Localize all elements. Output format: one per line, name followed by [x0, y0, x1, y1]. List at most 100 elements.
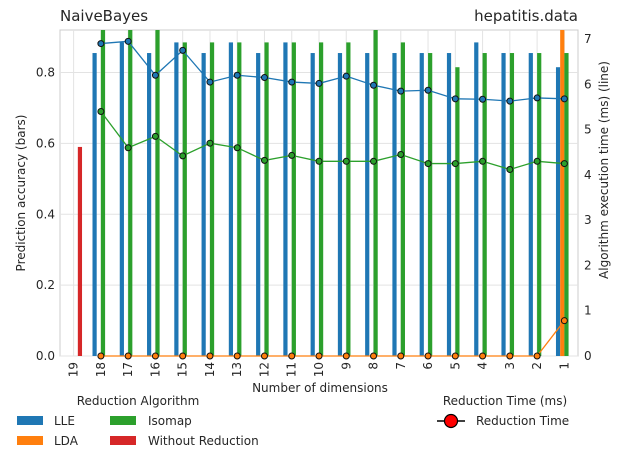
legend-time-marker — [443, 413, 459, 429]
point-lle — [260, 74, 268, 82]
point-lda — [560, 317, 568, 325]
bar-isomap — [155, 30, 160, 356]
x-tick-label: 9 — [339, 362, 353, 370]
point-lle — [151, 71, 159, 79]
legend-reduction-time: Reduction Time (ms) Reduction Time — [437, 394, 569, 429]
y-tick-label-left: 0.2 — [36, 278, 55, 292]
y-tick-label-left: 0.6 — [36, 136, 55, 150]
bar-isomap — [537, 53, 542, 357]
point-lda — [370, 352, 378, 360]
bar-isomap — [373, 30, 378, 356]
point-isomap — [124, 144, 132, 152]
point-lda — [179, 352, 187, 360]
y-tick-label-left: 0.4 — [36, 207, 55, 221]
bar-isomap — [209, 42, 215, 357]
bar-isomap — [128, 30, 133, 356]
bar-lle — [283, 42, 288, 357]
point-lda — [97, 352, 105, 360]
bar-isomap — [182, 42, 187, 357]
point-isomap — [479, 157, 487, 165]
point-lle — [124, 37, 132, 45]
point-lle — [206, 78, 214, 86]
line-lda — [100, 320, 565, 357]
point-lle — [506, 97, 514, 105]
bar-lle — [528, 53, 533, 357]
point-isomap — [315, 157, 323, 165]
bar-lle — [474, 42, 479, 357]
x-tick-label: 11 — [285, 362, 299, 377]
point-isomap — [151, 132, 159, 140]
x-tick-label: 14 — [203, 362, 217, 377]
y-tick-label-right: 1 — [584, 304, 592, 318]
bar-isomap — [509, 53, 515, 357]
y-tick-label-right: 7 — [584, 32, 592, 46]
point-isomap — [560, 160, 568, 168]
bar-lle — [92, 53, 97, 357]
bar-isomap — [428, 53, 433, 357]
point-lle — [233, 71, 241, 79]
point-isomap — [370, 157, 378, 165]
bar-lle — [337, 53, 343, 357]
point-lda — [124, 352, 132, 360]
bar-lle — [501, 53, 506, 357]
point-lle — [97, 40, 105, 48]
point-lda — [315, 352, 323, 360]
point-lda — [206, 352, 214, 360]
point-isomap — [506, 165, 514, 173]
bar-lle — [201, 53, 206, 357]
point-lda — [506, 352, 514, 360]
point-isomap — [288, 151, 296, 159]
x-tick-label: 15 — [176, 362, 190, 377]
bar-lle — [174, 42, 179, 357]
bar-layer — [77, 30, 569, 357]
x-tick-label: 19 — [67, 362, 81, 377]
point-lle — [397, 87, 405, 95]
point-lle — [342, 72, 350, 80]
bar-lle — [419, 53, 424, 357]
point-lle — [451, 95, 459, 103]
legend-label-lda: LDA — [54, 434, 79, 448]
bar-lle — [228, 42, 234, 357]
legend-label-lle: LLE — [54, 414, 75, 428]
point-isomap — [206, 139, 214, 147]
x-tick-label: 16 — [148, 362, 162, 377]
bar-lle — [119, 42, 124, 357]
legend-reduction-algorithm: Reduction Algorithm LLE LDA Isomap Witho… — [17, 394, 259, 448]
legend-swatch-isomap — [110, 416, 136, 425]
x-tick-label: 12 — [257, 362, 271, 377]
point-lle — [179, 46, 187, 54]
x-tick-label: 6 — [421, 362, 435, 370]
point-lle — [533, 94, 541, 102]
point-isomap — [342, 157, 350, 165]
x-tick-label: 17 — [121, 362, 135, 377]
point-lda — [424, 352, 432, 360]
x-tick-label: 13 — [230, 362, 244, 377]
point-isomap — [260, 156, 268, 164]
legend-swatch-lda — [17, 436, 43, 445]
bar-isomap — [564, 53, 569, 357]
chart-title-right: hepatitis.data — [474, 7, 578, 25]
bar-lle — [147, 53, 152, 357]
bar-lle — [256, 53, 261, 357]
x-axis-label: Number of dimensions — [252, 381, 388, 395]
point-lle — [315, 79, 323, 87]
x-tick-label: 8 — [367, 362, 381, 370]
legend-swatch-lle — [17, 416, 43, 425]
point-lda — [342, 352, 350, 360]
point-lle — [288, 78, 296, 86]
x-tick-label: 2 — [530, 362, 544, 370]
point-isomap — [424, 160, 432, 168]
bar-lle — [310, 53, 315, 357]
y-tick-label-right: 3 — [584, 213, 592, 227]
x-tick-label: 10 — [312, 362, 326, 377]
point-lda — [533, 352, 541, 360]
point-lle — [560, 95, 568, 103]
line-layer — [97, 37, 568, 360]
legend-time-title: Reduction Time (ms) — [443, 394, 567, 408]
x-tick-label: 3 — [503, 362, 517, 370]
point-lda — [397, 352, 405, 360]
bar-lle — [446, 53, 452, 357]
